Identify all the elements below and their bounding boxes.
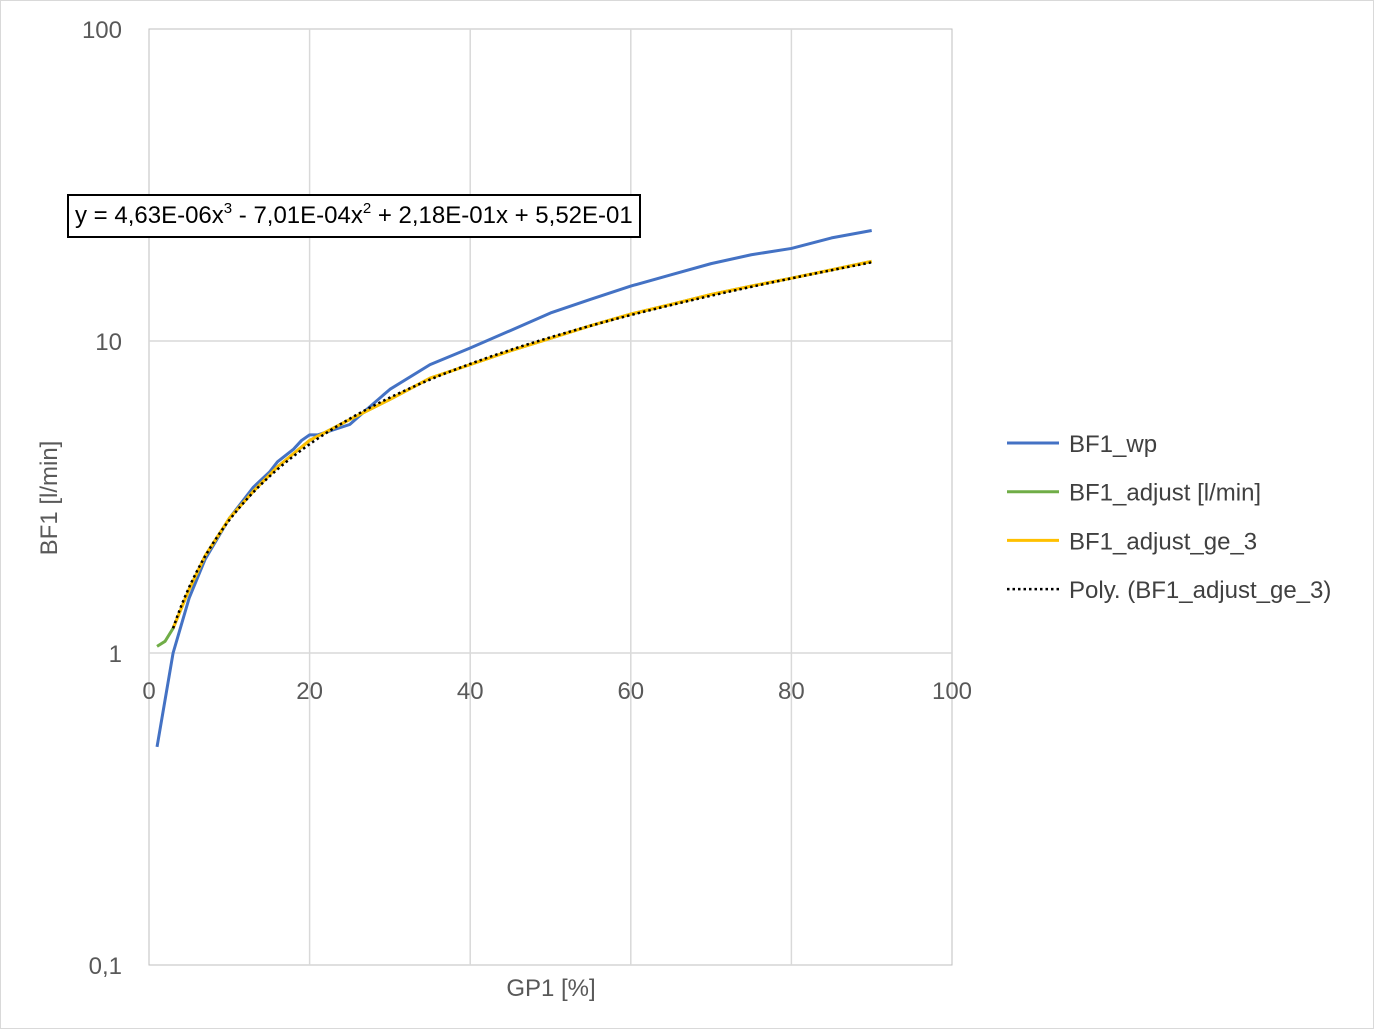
trendline-equation-box: y = 4,63E-06x3 - 7,01E-04x2 + 2,18E-01x … xyxy=(67,194,641,238)
plot-area-border xyxy=(148,28,953,966)
series-line-2 xyxy=(156,259,873,648)
series-line-1 xyxy=(155,229,872,748)
gridlines xyxy=(149,29,952,965)
series-lines xyxy=(155,229,873,748)
series-line-4 xyxy=(171,261,872,629)
x-tick-label: 60 xyxy=(617,678,644,705)
legend-label-4: Poly. (BF1_adjust_ge_3) xyxy=(1069,577,1331,604)
y-tick-label: 10 xyxy=(95,329,122,356)
y-tick-label: 100 xyxy=(82,17,122,44)
x-tick-label: 80 xyxy=(778,678,805,705)
equation-exponent-2: 2 xyxy=(362,200,372,217)
y-tick-label: 0,1 xyxy=(89,953,122,980)
x-tick-label: 0 xyxy=(142,678,155,705)
equation-part-3: + 2,18E-01x + 5,52E-01 xyxy=(371,202,633,229)
equation-exponent-3: 3 xyxy=(223,200,233,217)
equation-part-1: y = 4,63E-06x xyxy=(75,202,224,229)
x-tick-label: 100 xyxy=(932,678,972,705)
legend-label-2: BF1_adjust [l/min] xyxy=(1069,480,1261,507)
x-tick-label: 40 xyxy=(457,678,484,705)
x-axis-title: GP1 [%] xyxy=(506,975,595,1002)
x-tick-label: 20 xyxy=(296,678,323,705)
y-tick-label: 1 xyxy=(109,641,122,668)
y-axis-title: BF1 [l/min] xyxy=(36,441,63,556)
series-line-3 xyxy=(171,259,873,629)
tick-labels: 0 20 40 60 80 100 0,1 1 10 100 xyxy=(82,17,972,980)
legend-label-3: BF1_adjust_ge_3 xyxy=(1069,528,1257,555)
legend-label-1: BF1_wp xyxy=(1069,431,1157,458)
equation-part-2: - 7,01E-04x xyxy=(232,202,363,229)
legend: BF1_wp BF1_adjust [l/min] BF1_adjust_ge_3 P… xyxy=(1007,431,1331,604)
